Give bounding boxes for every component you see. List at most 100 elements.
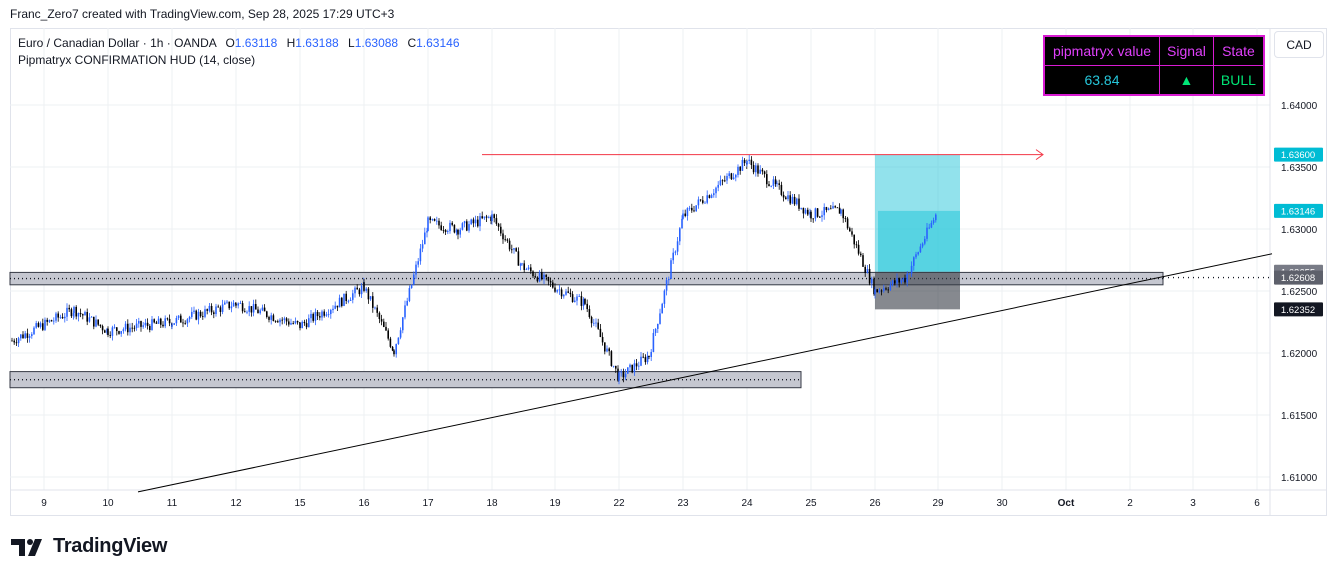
candle-body <box>935 214 937 221</box>
candle-body <box>502 233 504 240</box>
candle-body <box>774 179 777 185</box>
candle-body <box>193 310 195 312</box>
candle-body <box>750 159 753 166</box>
close-value: 1.63146 <box>416 36 460 50</box>
candle-body <box>367 288 370 300</box>
candle-body <box>325 314 328 316</box>
candle-body <box>517 251 520 266</box>
candle-body <box>511 249 513 251</box>
candle-body <box>372 296 374 308</box>
pipmatryx-hud: pipmatryx value Signal State 63.84 ▲ BUL… <box>1043 35 1265 96</box>
candle-body <box>426 231 428 233</box>
candle-body <box>676 241 679 252</box>
candle-body <box>226 301 228 303</box>
price-tick-label: 1.61000 <box>1281 473 1318 484</box>
candle-body <box>913 257 915 266</box>
candle-body <box>415 264 417 275</box>
candle-body <box>878 290 881 293</box>
candle-body <box>301 321 303 329</box>
candle-body <box>802 207 805 214</box>
candle-body <box>599 328 602 337</box>
candle-body <box>567 291 569 293</box>
candle-body <box>804 209 807 214</box>
candle-body <box>578 296 580 297</box>
candle-body <box>308 318 310 328</box>
candle-body <box>807 209 809 215</box>
trendline[interactable] <box>137 253 1273 493</box>
candle-body <box>481 216 483 219</box>
currency-button[interactable]: CAD <box>1274 31 1324 58</box>
symbol-title[interactable]: Euro / Canadian Dollar · 1h · OANDA <box>18 36 217 50</box>
candle-body <box>618 372 620 381</box>
candle-body <box>97 319 99 325</box>
long-position-stop[interactable] <box>875 271 960 310</box>
candle-body <box>798 198 800 209</box>
candle-body <box>474 219 477 224</box>
candle-body <box>580 296 583 306</box>
candle-body <box>699 199 702 201</box>
candle-body <box>197 311 200 320</box>
candle-body <box>173 323 175 325</box>
candle-body <box>706 195 708 203</box>
low-label: L <box>348 36 355 50</box>
candle-body <box>162 324 164 327</box>
candle-body <box>493 214 495 219</box>
candle-body <box>584 299 586 304</box>
price-tick-label: 1.63000 <box>1281 225 1318 236</box>
candle-body <box>523 263 525 270</box>
candle-body <box>312 313 314 321</box>
candle-body <box>624 373 627 378</box>
candle-body <box>679 228 681 242</box>
hud-signal-arrow: ▲ <box>1159 65 1214 96</box>
candle-body <box>552 282 554 288</box>
candle-body <box>429 217 431 221</box>
indicator-legend[interactable]: Pipmatryx CONFIRMATION HUD (14, close) <box>18 53 256 67</box>
candle-body <box>844 218 847 219</box>
tradingview-logo[interactable]: TradingView <box>11 535 167 558</box>
candle-body <box>495 218 498 224</box>
time-tick-label: 22 <box>613 498 625 509</box>
candle-body <box>48 320 51 322</box>
candle-body <box>391 346 394 351</box>
candle-body <box>902 277 905 281</box>
candle-body <box>633 363 636 373</box>
candle-body <box>261 307 264 311</box>
price-label-stop <box>1274 302 1323 317</box>
candle-body <box>558 289 561 291</box>
candle-body <box>812 218 814 220</box>
candle-body <box>644 357 647 363</box>
candle-body <box>477 219 479 227</box>
candle-body <box>650 351 652 357</box>
candle-body <box>241 303 244 312</box>
candle-body <box>713 193 715 196</box>
candle-body <box>449 222 451 232</box>
candle-body <box>732 177 735 180</box>
candle-body <box>131 327 133 329</box>
candle-body <box>39 323 42 327</box>
candle-body <box>155 322 158 324</box>
candle-body <box>497 223 500 227</box>
candle-body <box>129 327 131 333</box>
candle-body <box>766 174 768 185</box>
candle-body <box>144 322 147 326</box>
candle-body <box>299 322 301 324</box>
candle-body <box>408 288 411 301</box>
candle-body <box>519 264 522 266</box>
candle-body <box>433 219 436 221</box>
candle-body <box>219 307 222 312</box>
time-tick-label: 23 <box>677 498 689 509</box>
candle-body <box>149 325 151 331</box>
candle-body <box>695 205 697 212</box>
candle-body <box>565 291 567 295</box>
candle-body <box>360 285 363 295</box>
candle-body <box>874 289 876 295</box>
candle-body <box>345 293 347 302</box>
candle-body <box>436 220 438 222</box>
time-tick-label: 16 <box>358 498 370 509</box>
candle-body <box>508 240 511 250</box>
candle-body <box>124 323 127 330</box>
candle-body <box>582 299 585 306</box>
candle-body <box>534 276 536 278</box>
candle-body <box>177 315 180 319</box>
